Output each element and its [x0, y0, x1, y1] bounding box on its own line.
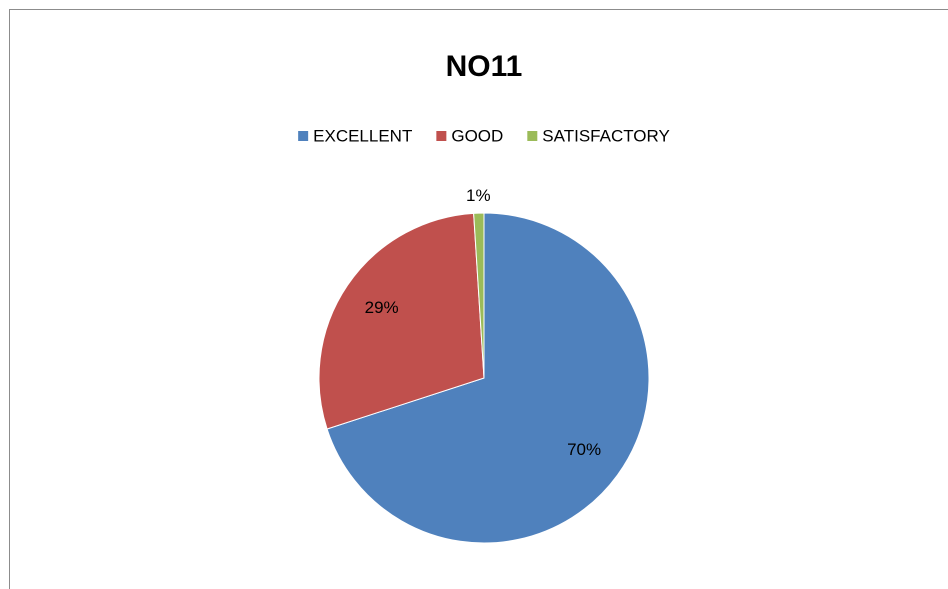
data-label: 1%	[466, 186, 491, 205]
legend-label: GOOD	[451, 126, 503, 145]
data-label: 29%	[365, 298, 399, 317]
pie-slice	[473, 212, 485, 379]
legend-label: EXCELLENT	[313, 126, 412, 145]
chart-title: NO11	[446, 50, 523, 83]
legend-label: SATISFACTORY	[542, 126, 670, 145]
legend-swatch	[298, 131, 309, 141]
pie-slice	[318, 212, 485, 430]
pie-slice	[326, 212, 650, 544]
data-label: 70%	[567, 440, 601, 459]
legend-swatch	[436, 131, 447, 141]
legend-swatch	[527, 131, 538, 141]
